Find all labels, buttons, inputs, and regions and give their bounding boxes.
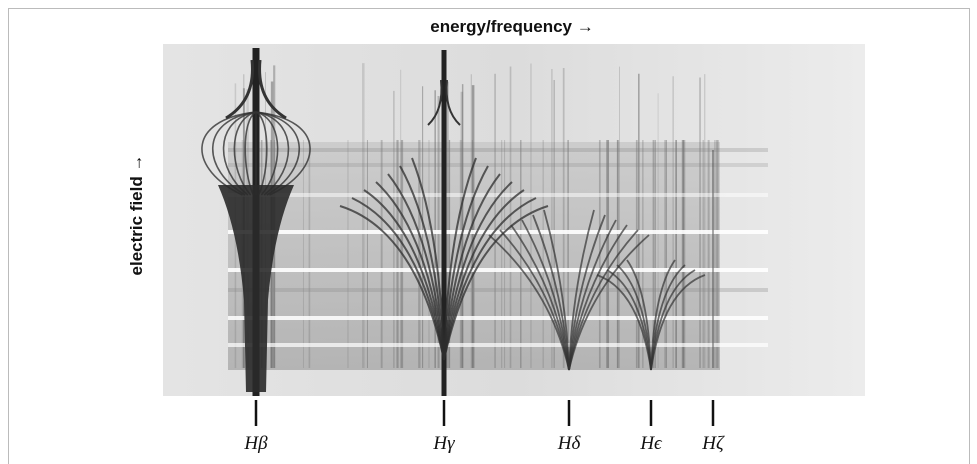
line-label: Hϵ: [639, 433, 663, 454]
line-label: Hγ: [432, 433, 455, 454]
plate-texture: [443, 181, 513, 361]
plate-texture: [228, 230, 768, 234]
plate-texture: [596, 274, 652, 371]
plate-texture: [228, 193, 768, 197]
y-axis-label: electric field →: [127, 155, 146, 276]
plate-texture: [387, 173, 445, 361]
plate-texture: [228, 163, 768, 167]
plate-texture: [650, 274, 706, 371]
plate-texture: [568, 234, 650, 371]
plate-texture: [218, 185, 294, 392]
plate-texture: [228, 268, 768, 272]
plate-texture: [228, 288, 768, 292]
plate-texture: [228, 148, 768, 152]
plate-texture: [225, 59, 287, 120]
plate-texture: [399, 165, 445, 361]
plate-texture: [443, 205, 549, 361]
plate-texture: [443, 157, 477, 361]
plate-texture: [411, 157, 445, 361]
plate-texture: [427, 79, 461, 126]
plate-texture: [443, 165, 489, 361]
line-label: Hβ: [243, 433, 268, 454]
plate-texture: [375, 181, 445, 361]
x-axis-label: energy/frequency →: [430, 17, 593, 36]
plate-texture: [228, 316, 768, 320]
plate-texture: [443, 173, 501, 361]
frame: [8, 8, 970, 464]
plate-texture: [488, 234, 570, 371]
spectrum-plate: [163, 44, 865, 396]
plate-texture: [339, 205, 445, 361]
line-label: Hδ: [557, 433, 582, 454]
line-label: Hζ: [701, 433, 725, 454]
plate-texture: [228, 343, 768, 347]
